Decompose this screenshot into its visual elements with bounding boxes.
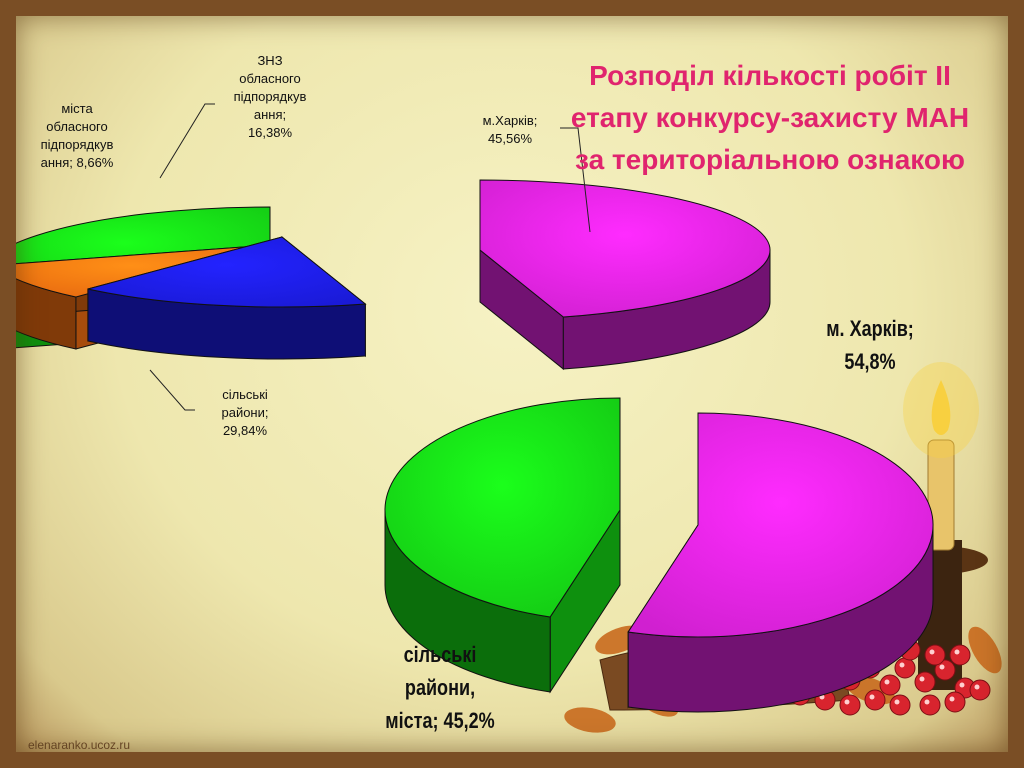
data-label-silski-raiony: сільські райони; 29,84% bbox=[221, 387, 269, 438]
leader-line-1-2 bbox=[159, 103, 215, 179]
pie-chart-1 bbox=[0, 103, 771, 411]
slice-top bbox=[479, 179, 771, 318]
slide-title: Розподіл кількості робіт ІІ етапу конкур… bbox=[570, 60, 970, 175]
leader-line-1-1 bbox=[560, 127, 591, 233]
data-label-kharkiv-1: м.Харків; 45,56% bbox=[482, 113, 538, 146]
slice-top bbox=[627, 412, 934, 638]
slice-top bbox=[87, 236, 367, 308]
data-label-znz-oblasnogo: ЗНЗ обласного підпорядкув ання; 16,38% bbox=[233, 53, 307, 140]
leader-line-1-3 bbox=[149, 369, 195, 411]
pie-chart-2 bbox=[384, 397, 934, 713]
pie-slice-1-1 bbox=[479, 179, 771, 371]
slice-top bbox=[384, 397, 621, 618]
data-label-silski-mista: сільські райони, міста; 45,2% bbox=[385, 642, 495, 733]
pie-slice-2-2 bbox=[384, 397, 621, 694]
footer-site-credit: elenaranko.ucoz.ru bbox=[28, 738, 131, 752]
data-label-mista-oblasnogo: міста обласного підпорядкув ання; 8,66% bbox=[40, 101, 114, 170]
pie-slice-1-2 bbox=[87, 235, 367, 360]
pie-slice-2-1 bbox=[627, 412, 934, 713]
data-label-kharkiv-2: м. Харків; 54,8% bbox=[826, 316, 914, 374]
